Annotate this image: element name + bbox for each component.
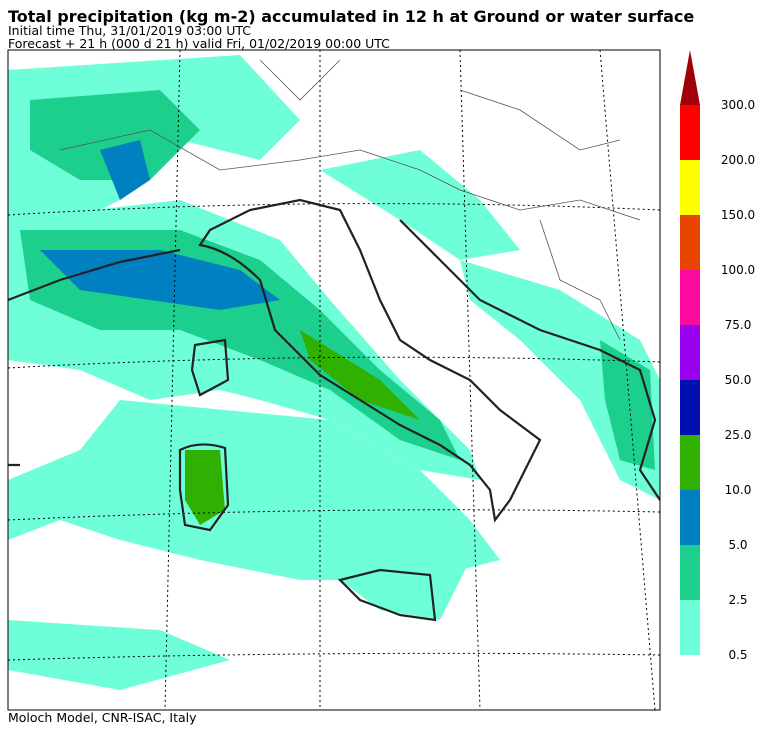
colorbar-label: 10.0 <box>725 483 752 497</box>
footer: Moloch Model, CNR-ISAC, Italy <box>8 710 197 725</box>
colorbar-label: 300.0 <box>721 98 755 112</box>
colorbar-label: 25.0 <box>725 428 752 442</box>
colorbar-label: 200.0 <box>721 153 755 167</box>
colorbar-label: 5.0 <box>728 538 747 552</box>
colorbar-segment <box>680 160 700 215</box>
title: Total precipitation (kg m-2) accumulated… <box>8 7 694 26</box>
colorbar-label: 150.0 <box>721 208 755 222</box>
colorbar-label: 100.0 <box>721 263 755 277</box>
colorbar-segment <box>680 490 700 545</box>
colorbar-extend <box>680 50 700 105</box>
colorbar-segment <box>680 105 700 160</box>
colorbar-segment <box>680 435 700 490</box>
colorbar-segment <box>680 270 700 325</box>
colorbar-label: 75.0 <box>725 318 752 332</box>
map <box>7 49 661 711</box>
colorbar-label: 2.5 <box>728 593 747 607</box>
colorbar-label: 50.0 <box>725 373 752 387</box>
colorbar: 0.5 2.5 5.0 10.0 25.0 50.0 75.0 100.0 150.0 200.0… <box>680 50 755 662</box>
colorbar-segment <box>680 215 700 270</box>
colorbar-segment <box>680 380 700 435</box>
colorbar-label: 0.5 <box>728 648 747 662</box>
colorbar-segment <box>680 600 700 655</box>
colorbar-segment <box>680 325 700 380</box>
initial-time: Initial time Thu, 31/01/2019 03:00 UTC <box>8 23 251 38</box>
colorbar-segment <box>680 545 700 600</box>
forecast-time: Forecast + 21 h (000 d 21 h) valid Fri, … <box>8 36 390 51</box>
